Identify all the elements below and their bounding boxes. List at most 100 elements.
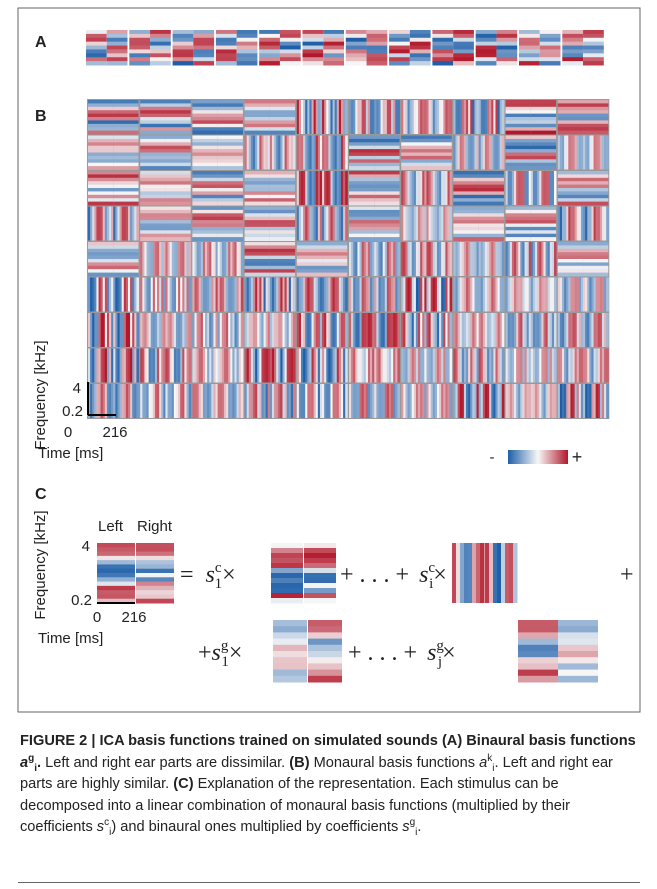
tile-stripe (353, 384, 356, 418)
tile-stripe (559, 348, 563, 383)
tile-stripe (324, 100, 327, 134)
tile-stripe (530, 100, 557, 104)
tile-stripe (463, 135, 467, 170)
tile-stripe (537, 242, 540, 276)
tile-stripe (484, 100, 488, 134)
tile-stripe (303, 348, 306, 383)
tile-stripe (457, 277, 461, 312)
tile-stripe (106, 206, 110, 241)
tile-stripe (173, 348, 177, 383)
tile-stripe (315, 135, 319, 170)
tile-stripe (422, 100, 425, 134)
tile-stripe (447, 277, 451, 312)
tile-stripe (363, 277, 367, 312)
tile-stripe (413, 242, 417, 276)
tile-stripe (244, 220, 270, 224)
tile-stripe (217, 127, 243, 132)
tile-stripe (420, 206, 423, 241)
tile-stripe (217, 171, 243, 175)
tile-stripe (505, 348, 509, 383)
tile-stripe (311, 277, 315, 312)
tile-stripe (443, 348, 446, 383)
tile-stripe (496, 33, 518, 39)
tile-stripe (238, 242, 242, 276)
tile-stripe (326, 100, 329, 134)
tile-stripe (330, 277, 334, 312)
tile-stripe (165, 184, 191, 189)
tile-stripe (372, 277, 375, 312)
tile-stripe (505, 142, 531, 147)
tile-stripe (514, 242, 517, 276)
tile-stripe (432, 30, 454, 35)
tile-stripe (478, 194, 504, 199)
tile-stripe (478, 216, 504, 221)
tile-stripe (248, 277, 252, 312)
caption-title: FIGURE 2 | ICA basis functions trained o… (20, 733, 636, 749)
tile-stripe (478, 188, 504, 192)
tile-stripe (526, 277, 530, 312)
tile-stripe (161, 384, 164, 418)
tile-stripe (439, 242, 442, 276)
tile-stripe (413, 171, 417, 205)
tile-stripe (193, 37, 215, 43)
tile-stripe (505, 145, 531, 150)
tile-stripe (319, 348, 323, 383)
tile-stripe (167, 242, 171, 276)
tile-stripe (372, 384, 375, 418)
tile-stripe (257, 384, 260, 418)
tile-stripe (583, 41, 604, 47)
tile-stripe (374, 162, 400, 167)
tile-stripe (92, 206, 95, 241)
tile-stripe (430, 100, 434, 134)
tile-stripe (221, 348, 225, 383)
operator: × (229, 640, 243, 666)
tile-stripe (522, 348, 526, 383)
tile-stripe (501, 135, 505, 170)
tile-stripe (211, 277, 214, 312)
tile-stripe (487, 100, 490, 134)
tile-stripe (562, 206, 565, 241)
tile-stripe (271, 277, 275, 312)
tile-stripe (355, 313, 358, 347)
tile-stripe (367, 100, 371, 134)
tile-stripe (244, 184, 270, 189)
tile-stripe (219, 348, 223, 383)
tile-stripe (530, 135, 557, 140)
tile-stripe (518, 277, 521, 312)
tile-stripe (441, 206, 444, 241)
coefficient: s (212, 640, 221, 666)
tile-stripe (359, 100, 363, 134)
tile-stripe (152, 242, 156, 276)
tile-stripe (519, 61, 540, 66)
tile-stripe (192, 226, 218, 231)
tile-stripe (193, 61, 215, 66)
tile-stripe (530, 384, 534, 418)
tile-stripe (349, 184, 375, 189)
tile-stripe (244, 262, 270, 267)
tile-stripe (432, 242, 436, 276)
tile-stripe (530, 209, 557, 214)
tile-stripe (441, 242, 444, 276)
tile-stripe (436, 100, 440, 134)
tile-stripe (102, 313, 106, 347)
tile-stripe (246, 135, 250, 170)
tile-stripe (230, 277, 233, 312)
tile-stripe (568, 348, 571, 383)
tile-stripe (509, 543, 514, 603)
tile-stripe (411, 313, 415, 347)
tile-stripe (518, 626, 558, 633)
tile-stripe (349, 194, 375, 199)
tile-stripe (456, 543, 461, 603)
tile-stripe (113, 265, 139, 270)
tile-stripe (562, 277, 565, 312)
tile-stripe (303, 384, 306, 418)
tile-stripe (140, 184, 166, 189)
tile-stripe (94, 313, 97, 347)
tile-stripe (286, 277, 290, 312)
tile-stripe (496, 45, 518, 50)
tile-stripe (583, 103, 609, 108)
tile-stripe (326, 348, 329, 383)
tile-stripe (269, 201, 296, 206)
tile-stripe (551, 242, 555, 276)
tile-stripe (516, 384, 519, 418)
